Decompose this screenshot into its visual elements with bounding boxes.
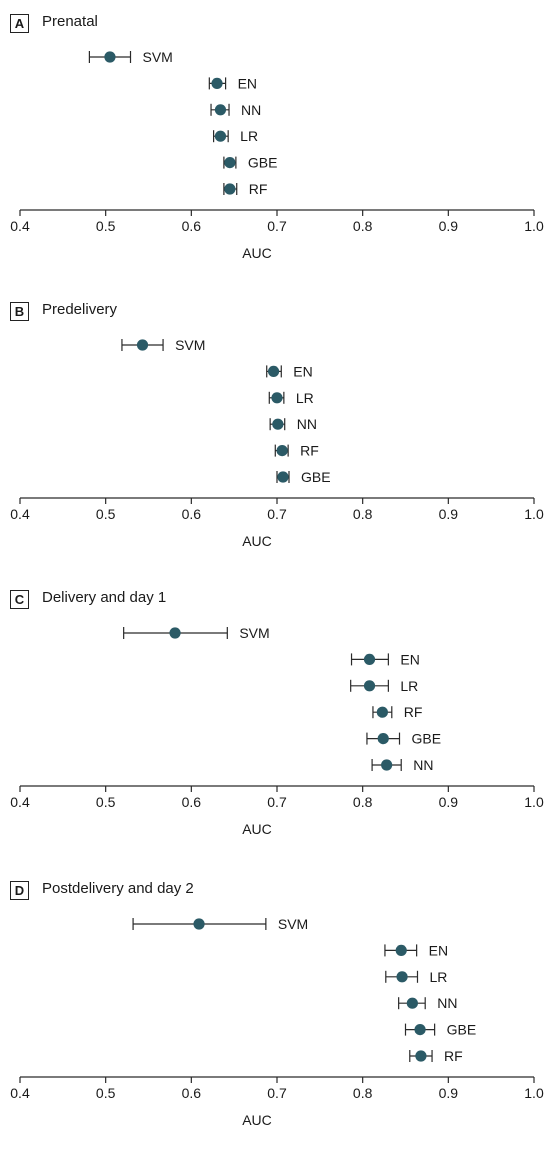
auc-point [363, 653, 376, 665]
auc-point [396, 971, 408, 983]
x-tick-label: 1.0 [524, 794, 544, 810]
x-tick-label: 0.8 [353, 506, 373, 522]
panel-title: Postdelivery and day 2 [42, 880, 194, 897]
panel-letter: C [10, 590, 29, 609]
x-tick-label: 0.8 [353, 218, 373, 234]
x-tick-label: 0.4 [10, 794, 30, 810]
auc-point [276, 445, 288, 457]
x-axis-title: AUC [242, 245, 272, 261]
x-tick-label: 1.0 [524, 506, 544, 522]
x-tick-label: 0.5 [96, 1085, 116, 1101]
x-tick-label: 0.9 [439, 506, 459, 522]
auc-point [395, 944, 407, 956]
x-tick-label: 1.0 [524, 218, 544, 234]
auc-point [415, 1050, 427, 1062]
x-tick-label: 0.7 [267, 218, 287, 234]
x-tick-label: 0.6 [182, 506, 202, 522]
x-tick-label: 0.4 [10, 218, 30, 234]
model-label: NN [297, 416, 317, 432]
model-label: RF [300, 443, 319, 459]
x-tick-label: 0.6 [182, 1085, 202, 1101]
x-tick-label: 0.8 [353, 1085, 373, 1101]
model-label: GBE [412, 731, 442, 747]
x-tick-label: 0.5 [96, 218, 116, 234]
auc-point [272, 418, 284, 430]
x-tick-label: 0.9 [439, 1085, 459, 1101]
panel-c: C Delivery and day 1 0.4 0.5 0.6 0.7 0.8 0.9 1… [0, 586, 545, 868]
auc-point [406, 997, 418, 1009]
model-label: NN [437, 995, 457, 1011]
model-label: EN [429, 942, 448, 958]
model-label: NN [241, 102, 261, 118]
model-label: GBE [447, 1022, 477, 1038]
auc-point [381, 759, 393, 771]
model-label: RF [404, 704, 423, 720]
model-label: RF [444, 1048, 463, 1064]
auc-point [211, 77, 223, 89]
panel-a: A Prenatal 0.4 0.5 0.6 0.7 0.8 0.9 1.0 AUC SVM EN… [0, 10, 545, 292]
model-label: NN [413, 757, 433, 773]
x-tick-label: 0.8 [353, 794, 373, 810]
auc-point [376, 706, 388, 718]
auc-point [169, 627, 181, 639]
auc-point [193, 918, 205, 930]
x-tick-label: 1.0 [524, 1085, 544, 1101]
model-label: LR [296, 390, 314, 406]
model-label: LR [429, 969, 447, 985]
model-label: RF [249, 181, 268, 197]
auc-point [271, 392, 283, 404]
model-label: SVM [143, 49, 173, 65]
x-tick-label: 0.5 [96, 794, 116, 810]
auc-point [224, 157, 236, 169]
auc-forest-plot-a: 0.4 0.5 0.6 0.7 0.8 0.9 1.0 AUC SVM EN NN LR GBE RF [10, 49, 544, 261]
model-label: LR [240, 128, 258, 144]
model-label: EN [400, 651, 419, 667]
x-tick-label: 0.4 [10, 506, 30, 522]
panel-letter: D [10, 881, 29, 900]
model-label: SVM [175, 337, 205, 353]
auc-forest-plot-b: 0.4 0.5 0.6 0.7 0.8 0.9 1.0 AUC SVM EN LR NN RF GBE [10, 337, 544, 549]
auc-point [377, 733, 389, 745]
auc-point [224, 183, 236, 195]
x-tick-label: 0.7 [267, 794, 287, 810]
model-label: LR [400, 678, 418, 694]
x-axis-title: AUC [242, 821, 272, 837]
auc-point [277, 471, 289, 483]
x-tick-label: 0.9 [439, 794, 459, 810]
x-tick-label: 0.7 [267, 506, 287, 522]
x-tick-label: 0.5 [96, 506, 116, 522]
model-label: EN [238, 75, 257, 91]
x-axis-title: AUC [242, 533, 272, 549]
panel-title: Predelivery [42, 301, 118, 318]
auc-point [214, 130, 227, 142]
model-label: SVM [239, 625, 269, 641]
auc-point [414, 1024, 426, 1036]
x-tick-label: 0.6 [182, 794, 202, 810]
panel-title: Delivery and day 1 [42, 589, 167, 606]
auc-point [104, 51, 116, 63]
x-tick-label: 0.4 [10, 1085, 30, 1101]
panel-b: B Predelivery 0.4 0.5 0.6 0.7 0.8 0.9 1.0 AUC SV… [0, 298, 545, 580]
x-tick-label: 0.6 [182, 218, 202, 234]
x-axis-title: AUC [242, 1112, 272, 1128]
x-tick-label: 0.7 [267, 1085, 287, 1101]
model-label: GBE [301, 469, 331, 485]
auc-point [214, 104, 227, 116]
model-label: EN [293, 363, 312, 379]
auc-point [267, 365, 280, 377]
auc-point [363, 680, 376, 692]
auc-forest-plot-c: 0.4 0.5 0.6 0.7 0.8 0.9 1.0 AUC SVM EN LR RF GBE NN [10, 625, 544, 837]
panel-letter: B [10, 302, 29, 321]
model-label: SVM [278, 916, 308, 932]
x-tick-label: 0.9 [439, 218, 459, 234]
model-label: GBE [248, 155, 278, 171]
panel-letter: A [10, 14, 29, 33]
auc-point [136, 339, 149, 351]
auc-forest-plot-d: 0.4 0.5 0.6 0.7 0.8 0.9 1.0 AUC SVM EN LR NN GBE RF [10, 916, 544, 1128]
panel-title: Prenatal [42, 13, 98, 30]
panel-d: D Postdelivery and day 2 0.4 0.5 0.6 0.7 0.8… [0, 877, 545, 1159]
